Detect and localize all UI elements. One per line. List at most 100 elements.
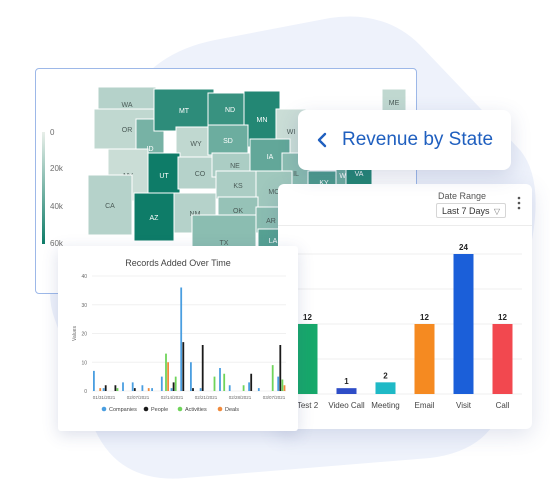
records-bar-companies[interactable]: [248, 382, 250, 391]
legend-label: Companies: [109, 407, 137, 413]
records-x-tick: 02/14/2021: [161, 395, 184, 400]
records-x-tick: 02/21/2021: [195, 395, 218, 400]
bar-category-label: Meeting: [371, 401, 399, 410]
records-bar-deals[interactable]: [167, 362, 169, 391]
revenue-card[interactable]: Revenue by State: [298, 110, 511, 170]
map-state-label: MT: [179, 108, 190, 115]
legend-label: People: [151, 407, 168, 413]
records-bar-companies[interactable]: [93, 370, 95, 391]
bar-email[interactable]: [414, 324, 435, 394]
records-bar-people[interactable]: [192, 388, 194, 391]
map-state-sd[interactable]: SD: [207, 124, 249, 156]
more-options-icon[interactable]: [516, 196, 522, 210]
records-bar-activities[interactable]: [174, 376, 177, 391]
legend-item-activities[interactable]: Activities: [177, 406, 207, 413]
records-bar-people[interactable]: [172, 382, 175, 391]
records-card: Records Added Over Time 0 10 20 30 40 Values 0…: [58, 246, 298, 431]
records-x-tick: 03/07/2021: [263, 395, 286, 400]
map-state-label: WY: [190, 141, 202, 148]
legend-swatch: [177, 406, 183, 412]
map-state-label: SD: [223, 138, 233, 145]
records-bar-people[interactable]: [114, 385, 117, 391]
map-state-label: IL: [293, 171, 299, 178]
records-bar-companies[interactable]: [228, 385, 231, 391]
map-state-label: VA: [355, 171, 364, 178]
records-bar-deals[interactable]: [283, 385, 286, 391]
records-bar-companies[interactable]: [219, 368, 221, 391]
legend-item-companies[interactable]: Companies: [101, 406, 137, 413]
records-x-tick: 02/07/2021: [127, 395, 150, 400]
records-bar-people[interactable]: [250, 373, 253, 391]
records-y-label: Values: [72, 326, 78, 341]
legend-swatch: [143, 406, 149, 412]
legend-swatch: [101, 406, 107, 412]
records-bar-deals[interactable]: [147, 388, 150, 391]
map-legend: 0 20k 40k 60k: [42, 128, 82, 249]
records-bar-companies[interactable]: [257, 388, 260, 391]
chevron-down-icon: ▽: [493, 207, 500, 216]
map-state-label: AR: [266, 218, 276, 225]
map-state-label: LA: [269, 238, 278, 245]
map-state-label: WV: [339, 173, 351, 180]
bar-category-label: Video Call: [328, 401, 365, 410]
records-bar-people[interactable]: [104, 385, 107, 391]
records-bar-companies[interactable]: [131, 382, 134, 391]
map-legend-gradient: [42, 132, 45, 244]
divider: [278, 225, 532, 226]
map-state-label: KS: [233, 183, 243, 190]
bar-value-label: 24: [459, 243, 468, 252]
map-state-label: OR: [122, 127, 133, 134]
bar-value-label: 1: [344, 377, 349, 386]
records-bar-companies[interactable]: [180, 287, 183, 392]
records-bar-deals[interactable]: [99, 388, 102, 391]
bar-visit[interactable]: [453, 254, 474, 394]
records-bar-companies[interactable]: [122, 382, 124, 391]
bar-video-call[interactable]: [336, 388, 357, 394]
records-bar-activities[interactable]: [116, 388, 119, 391]
records-bar-companies[interactable]: [102, 388, 105, 391]
records-bar-activities[interactable]: [242, 385, 245, 391]
bar-call[interactable]: [492, 324, 513, 394]
bar-value-label: 12: [303, 313, 312, 322]
map-state-label: MO: [268, 189, 280, 196]
records-bar-companies[interactable]: [190, 362, 192, 391]
records-bar-companies[interactable]: [199, 388, 202, 391]
map-state-az[interactable]: AZ: [133, 192, 175, 242]
records-bar-people[interactable]: [201, 345, 204, 391]
records-bar-companies[interactable]: [170, 388, 173, 391]
records-bar-companies[interactable]: [277, 376, 280, 391]
map-state-label: TX: [220, 240, 229, 247]
bar-category-label: Test 2: [297, 401, 319, 410]
map-state-mt[interactable]: MT: [153, 88, 215, 132]
date-range-select[interactable]: Last 7 Days ▽: [436, 203, 506, 218]
records-y-tick: 30: [81, 303, 87, 309]
records-chart: 0 10 20 30 40 Values 01/31/2021 02/07/2021 02/14…: [72, 274, 286, 413]
map-state-label: IA: [267, 154, 274, 161]
chevron-left-icon[interactable]: [316, 132, 328, 148]
records-bar-people[interactable]: [182, 342, 185, 391]
legend-tick: 60k: [50, 239, 63, 248]
revenue-card-title: Revenue by State: [342, 129, 494, 150]
bar-meeting[interactable]: [375, 382, 396, 394]
legend-tick: 0: [50, 128, 55, 137]
map-state-ca[interactable]: CA: [87, 174, 133, 236]
map-state-ut[interactable]: UT: [147, 152, 181, 198]
map-state-ks[interactable]: KS: [215, 170, 261, 200]
records-bar-activities[interactable]: [213, 376, 216, 391]
legend-item-people[interactable]: People: [143, 406, 168, 413]
records-bar-companies[interactable]: [151, 388, 153, 391]
records-bar-companies[interactable]: [160, 376, 163, 391]
bar-test-2[interactable]: [297, 324, 318, 394]
map-state-label: MN: [257, 117, 268, 124]
records-bar-people[interactable]: [279, 345, 282, 391]
records-bar-activities[interactable]: [281, 379, 284, 392]
records-y-tick: 20: [81, 332, 87, 338]
records-bar-activities[interactable]: [271, 365, 274, 391]
date-range-label: Date Range: [438, 191, 487, 201]
records-bar-people[interactable]: [133, 388, 136, 391]
legend-item-deals[interactable]: Deals: [217, 406, 240, 413]
records-bar-activities[interactable]: [165, 353, 167, 391]
map-state-va[interactable]: VA: [345, 158, 373, 188]
records-bar-activities[interactable]: [223, 373, 226, 391]
records-bar-companies[interactable]: [141, 385, 144, 391]
